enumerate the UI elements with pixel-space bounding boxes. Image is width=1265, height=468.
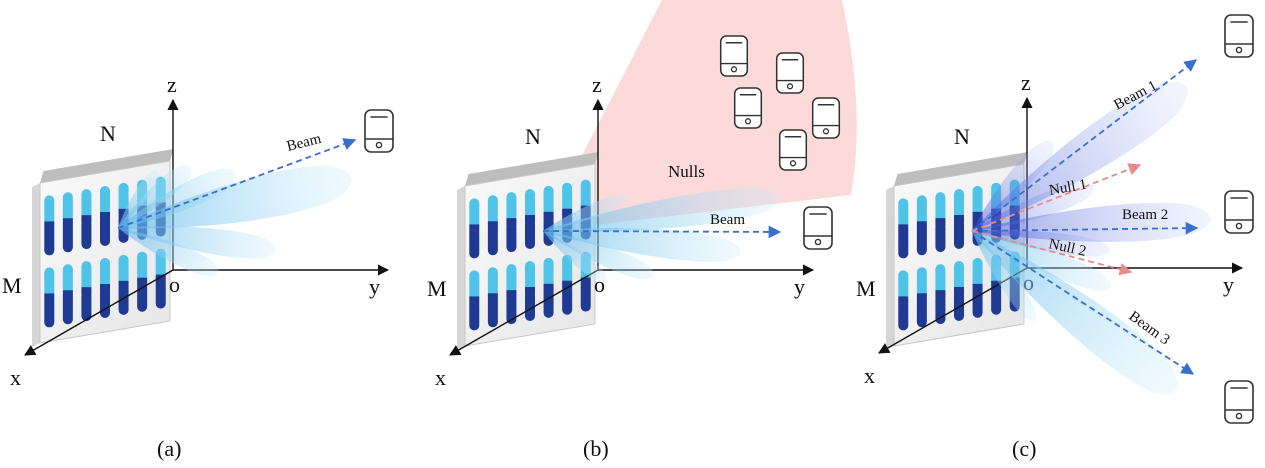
array-rows-label: M	[2, 273, 22, 298]
array-element	[44, 195, 55, 256]
beam-pattern	[972, 81, 1211, 394]
beam-label: Beam	[285, 131, 323, 155]
origin-label: o	[169, 272, 180, 297]
unintended-device	[775, 52, 805, 94]
array-element	[954, 189, 964, 249]
null-1-arrow	[971, 163, 1142, 232]
array-element	[525, 189, 535, 249]
beam-pattern	[118, 165, 352, 277]
unintended-device	[811, 97, 841, 139]
array-element	[137, 251, 148, 312]
user-device	[803, 206, 833, 250]
null-2-label: Null 2	[1047, 236, 1087, 260]
beam-label: Beam	[710, 212, 745, 228]
x-axis	[24, 269, 174, 356]
array-element	[935, 192, 946, 253]
y-axis-label: y	[1223, 272, 1234, 297]
beam-lobe	[118, 226, 276, 259]
beam-1-arrow	[971, 59, 1198, 232]
origin-label: o	[594, 272, 605, 297]
array-element	[469, 198, 480, 259]
array-element	[469, 270, 480, 331]
null-2-arrow	[971, 230, 1133, 276]
array-element	[562, 254, 573, 315]
user-device-1	[1224, 14, 1254, 58]
z-axis-label: z	[1021, 70, 1031, 95]
null-1-label: Null 1	[1048, 177, 1088, 199]
array-element	[898, 198, 909, 259]
array-element	[81, 189, 92, 250]
x-axis	[449, 269, 599, 356]
array-element	[100, 186, 110, 246]
caption-b: (b)	[583, 436, 609, 461]
panel-a: N Mz y x o Beam (a)	[2, 72, 394, 461]
beam-lobe	[972, 231, 1178, 394]
beam-lobe	[972, 231, 1111, 291]
antenna-array	[457, 152, 599, 350]
beam-lobe	[543, 231, 654, 280]
beam-lobe	[543, 194, 627, 231]
array-element	[487, 267, 498, 328]
x-axis-label: x	[10, 365, 21, 390]
beam-2-arrow	[971, 221, 1199, 235]
beam-2-label: Beam 2	[1122, 207, 1168, 223]
beam-lobe	[972, 231, 1037, 322]
array-element	[487, 195, 498, 256]
array-rows-label: M	[427, 276, 447, 301]
unintended-device	[778, 129, 808, 171]
array-element	[954, 261, 964, 321]
user-device-3	[1224, 380, 1254, 424]
array-element	[972, 257, 983, 318]
array-element	[916, 195, 927, 256]
array-element	[506, 192, 517, 253]
beam-lobe	[118, 165, 192, 228]
y-axis-label: y	[369, 274, 380, 299]
caption-c: (c)	[1012, 436, 1036, 461]
z-axis-label: z	[592, 72, 602, 97]
unintended-device	[719, 35, 749, 77]
array-element	[81, 261, 92, 322]
array-rows-label: M	[856, 276, 876, 301]
beam-lobe	[543, 231, 607, 282]
beam-arrow	[117, 138, 357, 229]
beam-pattern	[543, 188, 780, 282]
beam-lobe	[118, 165, 352, 229]
beam-lobe	[118, 228, 219, 277]
panel-b: N Mz y x o Beam Nulls (b)	[427, 0, 857, 461]
antenna-array	[32, 149, 174, 347]
array-cols-label: N	[954, 124, 970, 149]
array-element	[62, 264, 73, 325]
beam-3-arrow	[971, 230, 1195, 375]
unintended-device	[733, 87, 763, 129]
beam-lobe	[543, 227, 741, 262]
array-element	[898, 270, 909, 331]
nulls-label: Nulls	[668, 162, 705, 181]
array-element	[506, 264, 517, 325]
beam-lobe	[972, 140, 1054, 231]
beam-lobe	[543, 188, 780, 232]
user-device-2	[1224, 190, 1254, 234]
user-device	[364, 109, 394, 153]
y-axis-label: y	[794, 274, 805, 299]
array-element	[525, 261, 535, 321]
array-element	[62, 192, 73, 253]
array-element	[118, 254, 129, 315]
beam-lobe	[118, 168, 236, 228]
beam-lobe	[972, 230, 1110, 257]
array-element	[543, 257, 554, 318]
z-axis-label: z	[167, 72, 177, 97]
array-cols-label: N	[525, 124, 541, 149]
array-element	[916, 267, 927, 328]
beam-lobe	[972, 81, 1188, 231]
x-axis-label: x	[435, 365, 446, 390]
x-axis-label: x	[864, 363, 875, 388]
array-cols-label: N	[100, 121, 116, 146]
beam-lobe	[118, 170, 160, 228]
caption-a: (a)	[157, 436, 181, 461]
array-element	[44, 267, 55, 328]
